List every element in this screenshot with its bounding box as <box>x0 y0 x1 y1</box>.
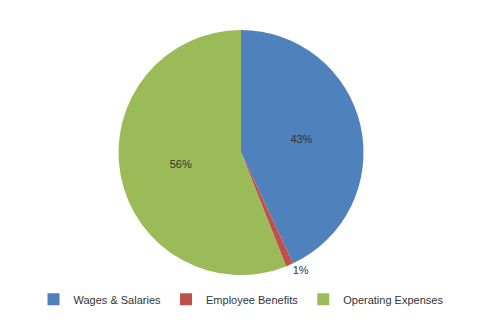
svg-text:Employee Benefits: Employee Benefits <box>206 294 298 306</box>
svg-text:Operating Expenses: Operating Expenses <box>343 294 443 306</box>
svg-text:56%: 56% <box>170 158 192 170</box>
svg-text:43%: 43% <box>290 133 312 145</box>
svg-text:Wages & Salaries: Wages & Salaries <box>74 294 162 306</box>
svg-text:1%: 1% <box>293 264 309 276</box>
